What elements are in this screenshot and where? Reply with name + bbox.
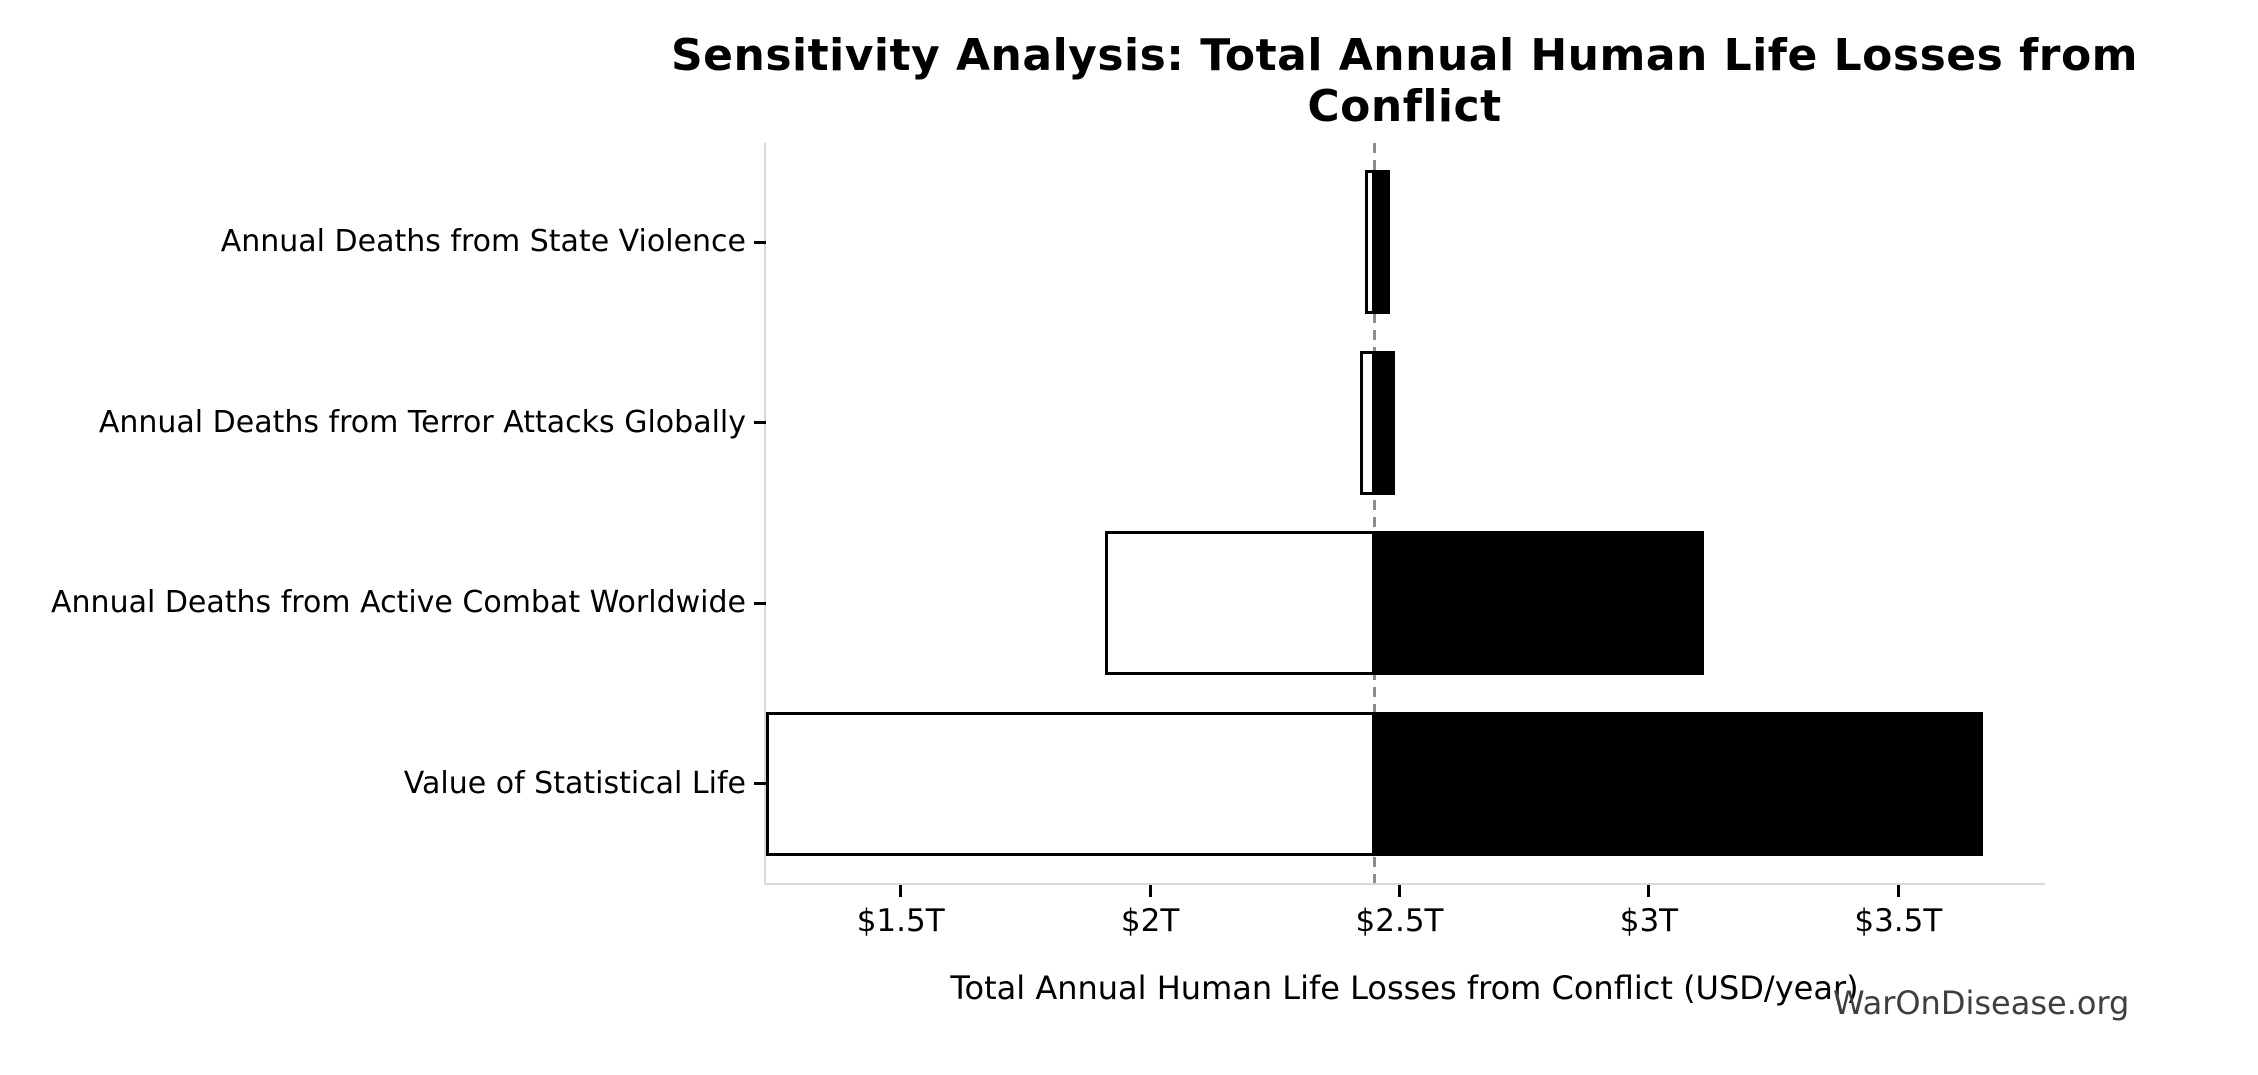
bar-low-segment [1105, 531, 1375, 676]
y-tick-mark [754, 782, 766, 786]
bar-low-segment [1364, 170, 1375, 315]
bar-high-segment [1374, 350, 1395, 495]
chart-title: Sensitivity Analysis: Total Annual Human… [670, 30, 2139, 132]
watermark-text: WarOnDisease.org [1833, 984, 2130, 1022]
x-tick-mark [899, 885, 903, 897]
bar-high-segment [1374, 531, 1704, 676]
x-axis-label: Total Annual Human Life Losses from Conf… [950, 969, 1859, 1007]
bar-low-segment [1359, 350, 1375, 495]
x-tick-mark [1896, 885, 1900, 897]
bar-high-segment [1374, 170, 1390, 315]
x-axis-spine [764, 883, 2045, 885]
x-tick-mark [1398, 885, 1401, 897]
y-tick-mark [754, 240, 766, 244]
x-tick-mark [1148, 885, 1152, 897]
y-tick-mark [754, 601, 766, 605]
x-tick-label: $3.5T [1854, 903, 1943, 939]
y-axis-spine [764, 143, 766, 885]
y-category-label: Annual Deaths from Terror Attacks Global… [98, 404, 746, 440]
bar-high-segment [1374, 711, 1984, 856]
y-category-label: Annual Deaths from State Violence [220, 224, 746, 260]
baseline-dashed-line [1373, 143, 1377, 883]
y-category-label: Annual Deaths from Active Combat Worldwi… [51, 585, 746, 621]
x-tick-label: $3T [1619, 903, 1679, 939]
bar-low-segment [766, 711, 1375, 856]
x-tick-label: $2T [1120, 903, 1180, 939]
x-tick-label: $2.5T [1355, 903, 1444, 939]
y-category-label: Value of Statistical Life [403, 765, 746, 801]
y-tick-mark [754, 421, 766, 425]
x-tick-label: $1.5T [856, 903, 945, 939]
x-tick-mark [1647, 885, 1651, 897]
